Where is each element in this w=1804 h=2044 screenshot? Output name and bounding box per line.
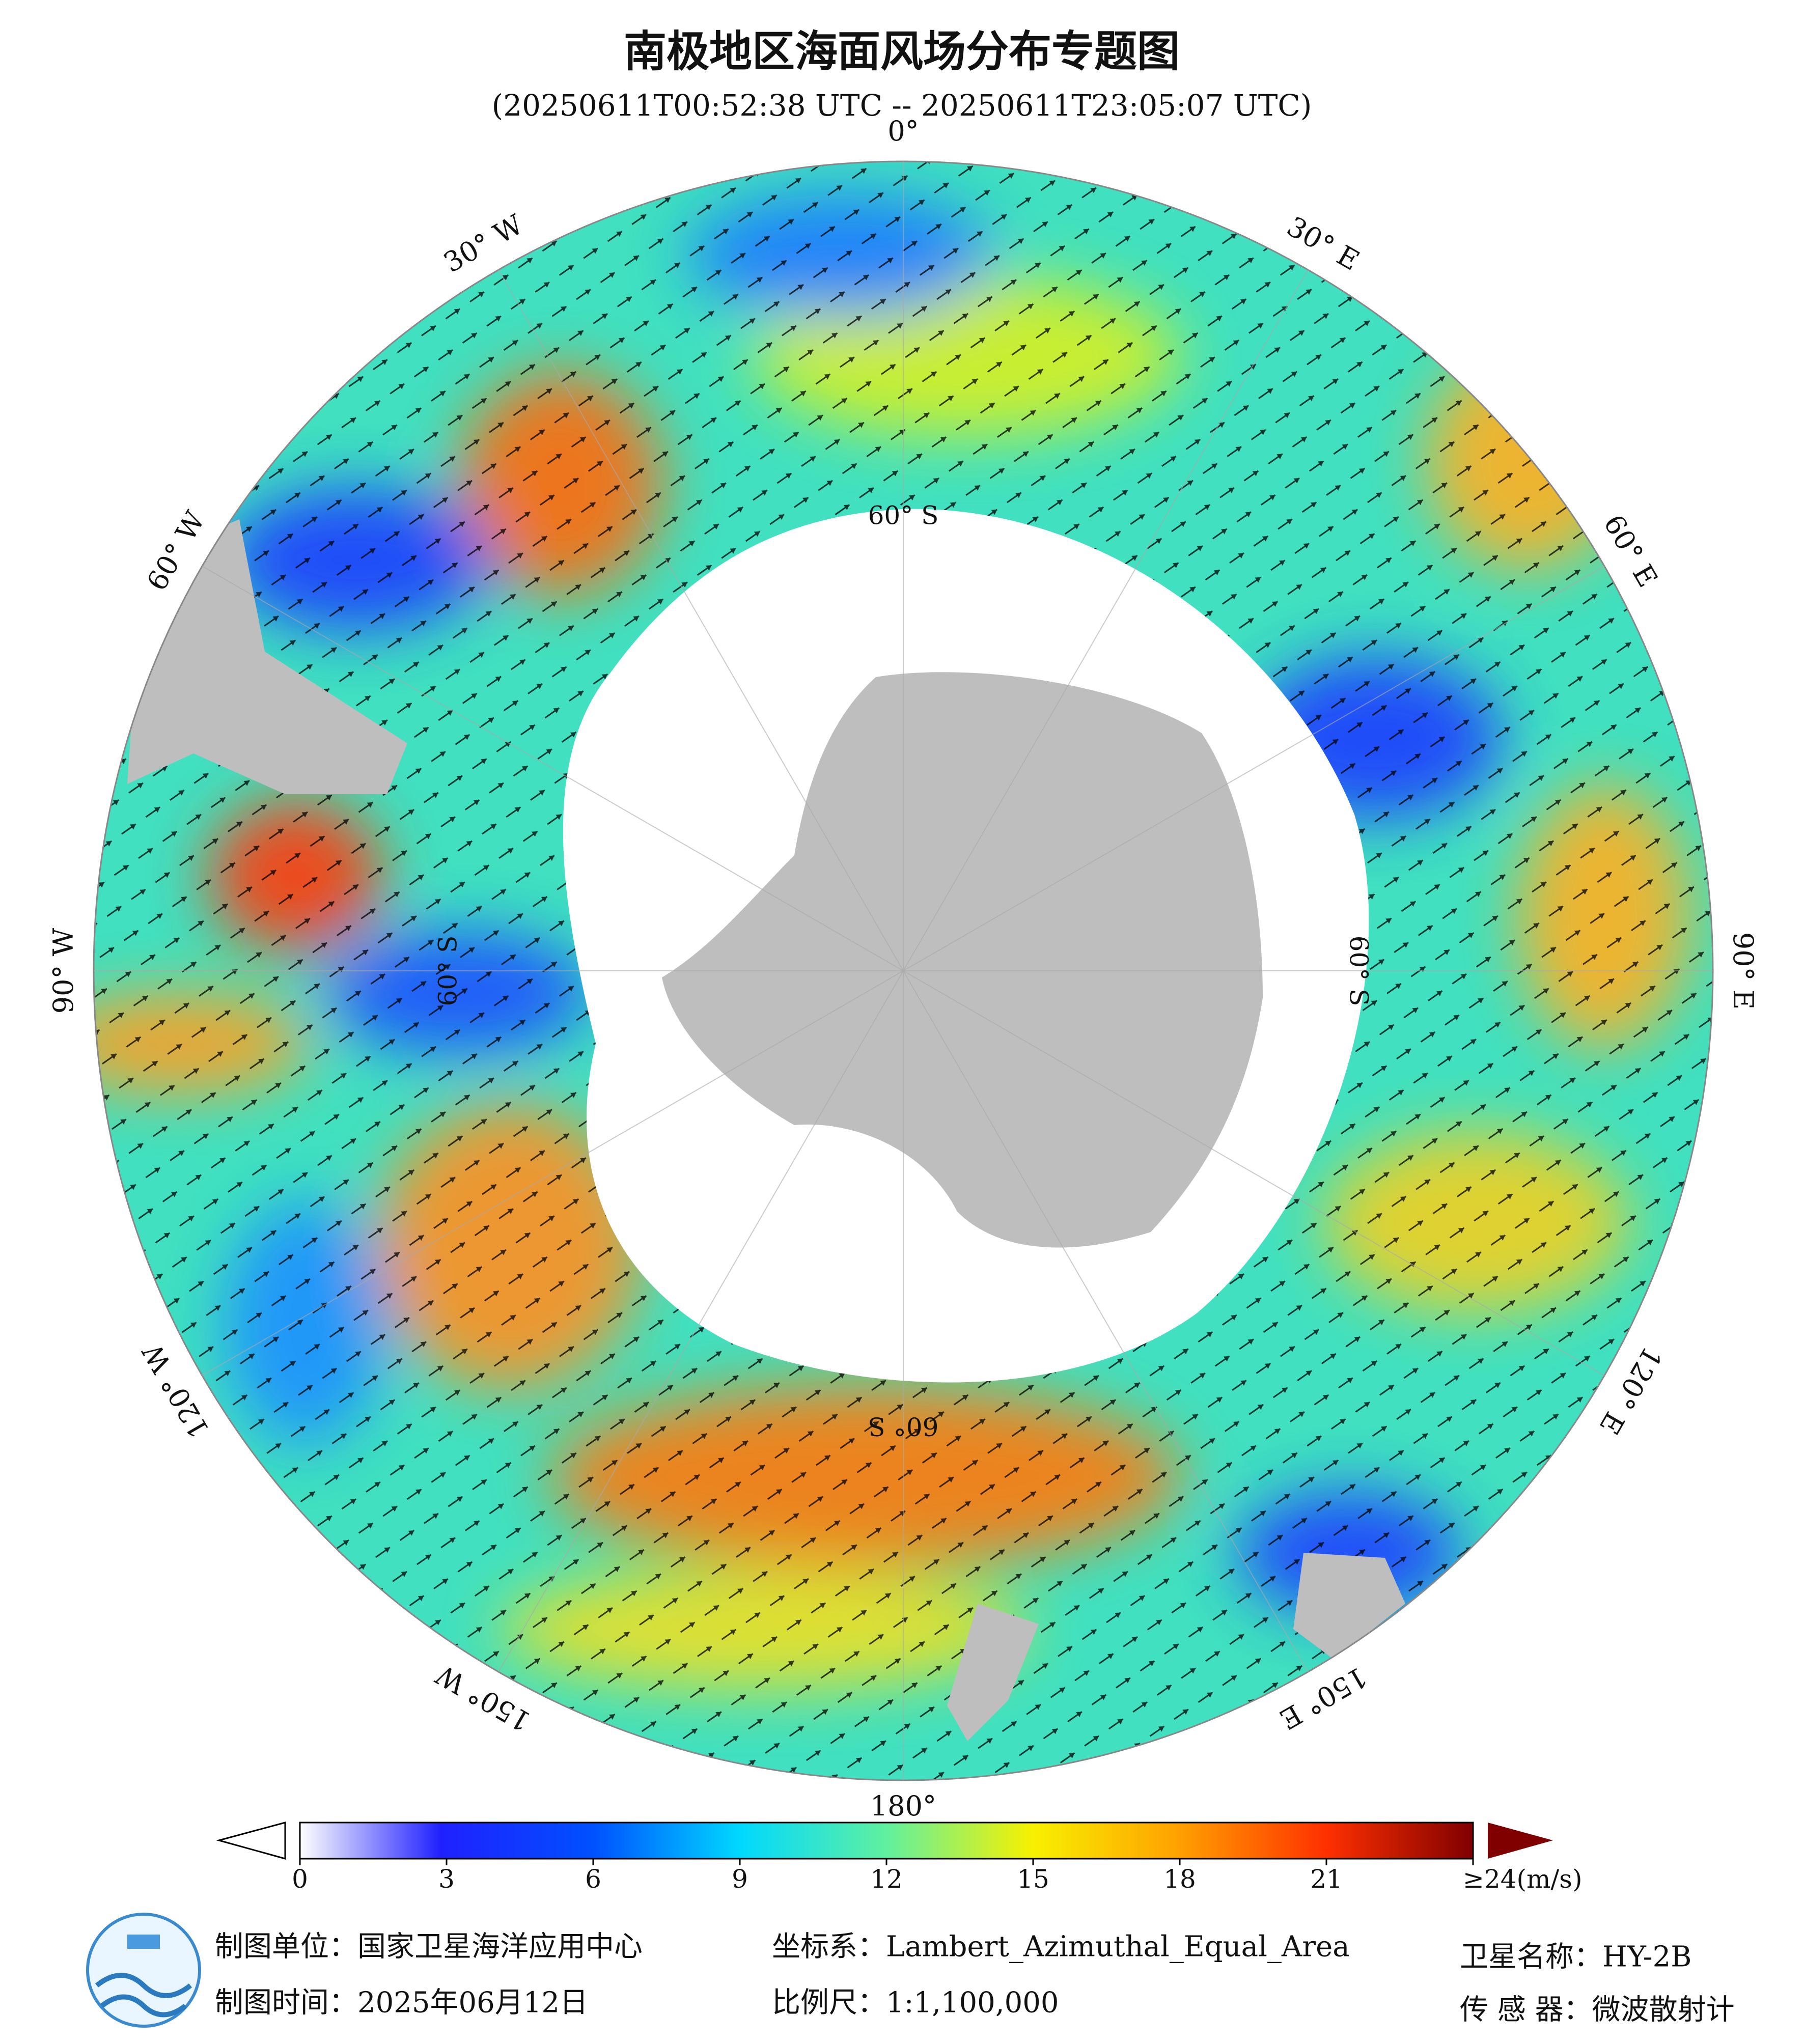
colorbar-tick-label: 9 [732, 1864, 748, 1894]
logo [86, 1913, 201, 2028]
colorbar-tick-label: 18 [1163, 1864, 1196, 1894]
colorbar-over [1488, 1823, 1553, 1859]
antarctica [662, 672, 1263, 1248]
scale: 比例尺：1:1,100,000 [772, 1986, 1059, 2020]
colorbar-tick-label: 21 [1310, 1864, 1343, 1894]
colorbar-tick-label: 3 [438, 1864, 455, 1894]
meridian [903, 566, 1605, 971]
title: 南极地区海面风场分布专题图 [624, 26, 1180, 76]
colorbar-tick-label: 6 [585, 1864, 601, 1894]
longitude-label: 90° E [1727, 932, 1759, 1010]
latitude-label: 60° S [868, 1411, 939, 1441]
meridian [903, 269, 1309, 971]
longitude-label: 90° W [47, 928, 79, 1014]
satellite: 卫星名称：HY-2B [1460, 1941, 1691, 1974]
colorbar-tick-label: 0 [292, 1864, 308, 1894]
longitude-label: 0° [887, 115, 919, 147]
meridian [903, 970, 1605, 1376]
colorbar-tick-label: ≥24(m/s) [1463, 1864, 1582, 1894]
crs: 坐标系：Lambert_Azimuthal_Equal_Area [772, 1930, 1350, 1964]
meridian [202, 566, 904, 971]
latitude-label: 60° S [433, 936, 463, 1006]
meridian [202, 970, 904, 1376]
date: 制图时间：2025年06月12日 [215, 1986, 588, 2020]
colorbar-ticks: 0 3 6 9 12 15 18 21 ≥24(m/s) [292, 1859, 1582, 1894]
meridian [903, 970, 1309, 1672]
colorbar-tick-label: 15 [1017, 1864, 1049, 1894]
latitude-label: 60° S [868, 501, 939, 530]
latitude-label: 60° S [1344, 936, 1373, 1006]
producer: 制图单位：国家卫星海洋应用中心 [215, 1930, 643, 1964]
sensor: 传 感 器：微波散射计 [1460, 1994, 1735, 2027]
longitude-label: 180° [870, 1790, 936, 1822]
colorbar [299, 1822, 1474, 1860]
meridian [498, 269, 904, 971]
colorbar-tick-label: 12 [870, 1864, 903, 1894]
meridian [498, 970, 904, 1672]
colorbar-under [216, 1822, 286, 1860]
subtitle: (20250611T00:52:38 UTC -- 20250611T23:05… [492, 88, 1312, 123]
